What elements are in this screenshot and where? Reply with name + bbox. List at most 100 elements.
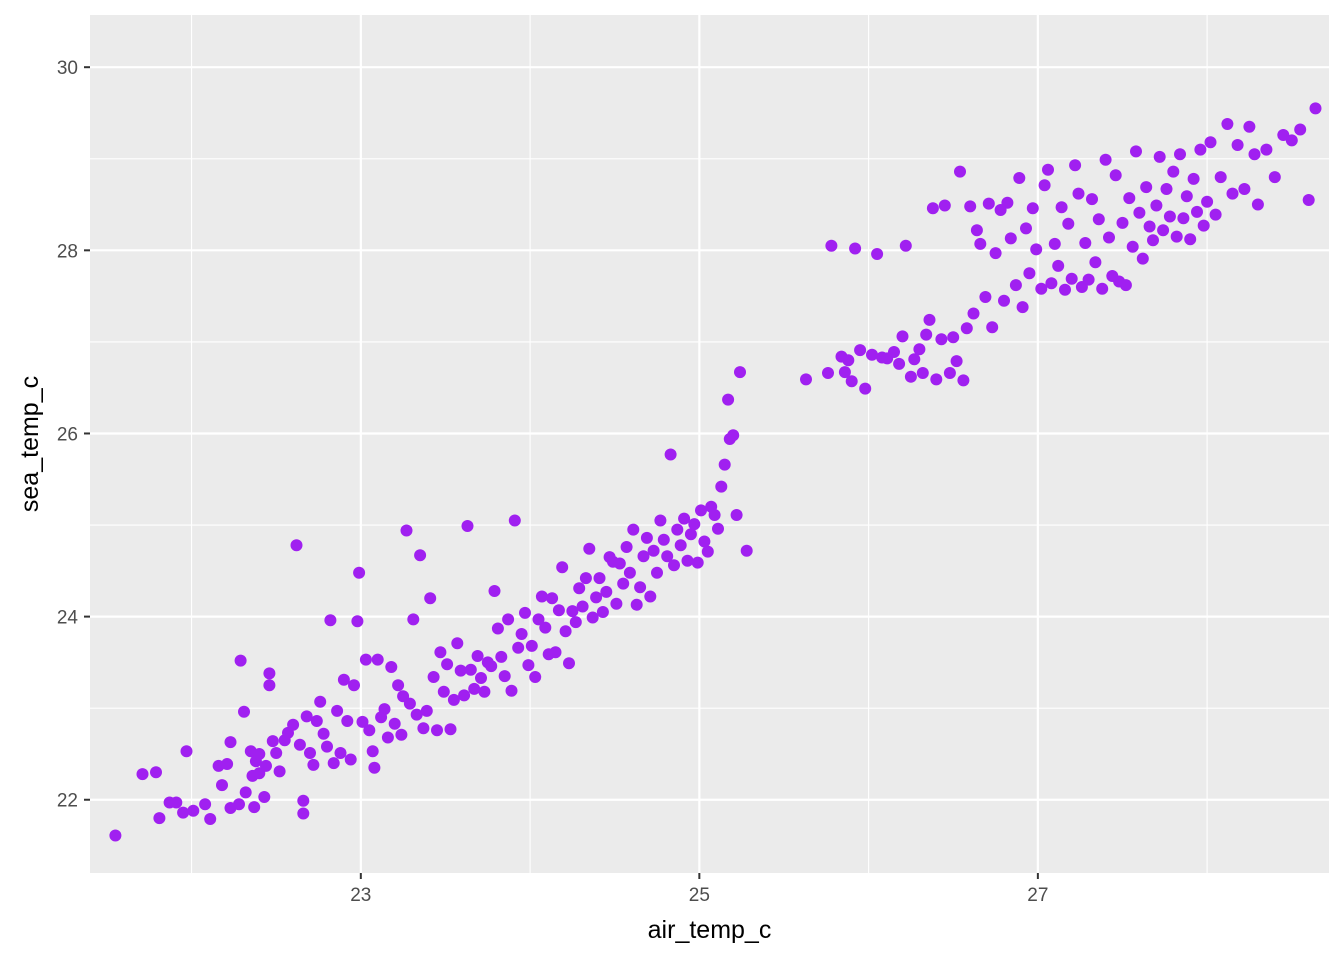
scatter-point: [216, 779, 228, 792]
scatter-point: [1045, 277, 1058, 290]
scatter-point: [273, 765, 286, 778]
x-axis: 23 25 27: [350, 873, 1048, 906]
scatter-point: [512, 641, 525, 654]
scatter-point: [654, 514, 667, 527]
scatter-point: [549, 646, 562, 659]
scatter-point: [327, 757, 340, 770]
scatter-point: [610, 597, 623, 610]
scatter-point: [671, 523, 684, 536]
scatter-point: [617, 577, 630, 590]
scatter-point: [505, 684, 518, 697]
x-tick-label: 25: [689, 885, 710, 906]
scatter-point: [371, 653, 384, 666]
scatter-point: [136, 768, 149, 781]
scatter-point: [730, 509, 743, 521]
scatter-point: [556, 561, 569, 574]
scatter-point: [417, 722, 430, 735]
scatter-point: [982, 197, 995, 210]
scatter-point: [478, 685, 491, 698]
scatter-point: [310, 715, 323, 727]
scatter-point: [334, 747, 347, 759]
scatter-point: [1092, 213, 1105, 226]
scatter-point: [1157, 224, 1170, 237]
scatter-point: [1089, 256, 1102, 269]
scatter-point: [1309, 102, 1322, 115]
scatter-point: [287, 718, 300, 731]
scatter-point: [366, 745, 379, 758]
scatter-point: [341, 715, 354, 727]
scatter-point: [943, 367, 956, 379]
scatter-point: [1065, 272, 1078, 285]
scatter-point: [1055, 201, 1068, 214]
scatter-point: [458, 689, 471, 702]
scatter-point: [1238, 183, 1251, 195]
scatter-point: [485, 660, 498, 673]
scatter-point: [569, 616, 582, 629]
scatter-point: [317, 727, 330, 740]
scatter-point: [1260, 143, 1273, 156]
scatter-point: [535, 590, 548, 603]
scatter-point: [854, 344, 867, 357]
scatter-point: [187, 804, 200, 817]
scatter-point: [293, 738, 306, 751]
scatter-point: [1153, 150, 1166, 163]
scatter-point: [613, 557, 626, 570]
scatter-point: [1167, 165, 1180, 178]
scatter-point: [923, 313, 936, 326]
scatter-point: [684, 528, 697, 541]
minor-gridlines: [90, 15, 1329, 873]
scatter-point: [1123, 192, 1136, 205]
scatter-point: [314, 695, 327, 708]
scatter-point: [938, 199, 951, 212]
scatter-point: [199, 798, 212, 811]
scatter-point: [253, 748, 266, 760]
scatter-point: [979, 291, 992, 303]
scatter-point: [734, 366, 746, 379]
scatter-point: [657, 533, 670, 546]
scatter-point: [1086, 193, 1098, 206]
scatter-point: [344, 753, 357, 766]
scatter-point: [441, 658, 454, 671]
plot-panel: [90, 15, 1329, 873]
scatter-point: [800, 373, 812, 386]
scatter-point: [715, 480, 728, 493]
scatter-point: [596, 606, 609, 618]
scatter-point: [651, 566, 663, 579]
scatter-point: [1191, 205, 1203, 218]
scatter-point: [337, 673, 350, 686]
x-tick-label: 27: [1027, 885, 1048, 906]
y-axis-title: sea_temp_c: [16, 376, 44, 512]
scatter-point: [647, 544, 660, 557]
scatter-point: [620, 541, 633, 553]
scatter-point: [515, 628, 528, 640]
scatter-point: [1020, 222, 1032, 235]
scatter-point: [1030, 243, 1043, 256]
scatter-point: [297, 807, 310, 820]
scatter-point: [701, 545, 714, 558]
scatter-point: [1001, 196, 1014, 209]
scatter-point: [960, 322, 973, 335]
scatter-point: [630, 598, 643, 611]
scatter-point: [1294, 123, 1307, 136]
scatter-point: [297, 794, 310, 807]
scatter-point: [427, 671, 440, 683]
scatter-point: [1079, 237, 1092, 249]
scatter-point: [698, 535, 711, 548]
scatter-point: [1143, 220, 1156, 233]
scatter-point: [866, 348, 878, 361]
scatter-point: [109, 829, 122, 842]
scatter-point: [1147, 234, 1159, 247]
scatter-point: [573, 582, 586, 595]
x-tick-label: 23: [350, 885, 371, 906]
scatter-point: [1059, 283, 1071, 296]
scatter-point: [947, 331, 960, 344]
scatter-point: [1160, 183, 1173, 195]
scatter-point: [579, 572, 592, 585]
scatter-point: [825, 239, 838, 252]
scatter-point: [266, 735, 279, 748]
scatter-point: [307, 758, 320, 771]
scatter-point: [1187, 172, 1200, 185]
scatter-point: [381, 731, 394, 744]
scatter-point: [1126, 240, 1139, 253]
